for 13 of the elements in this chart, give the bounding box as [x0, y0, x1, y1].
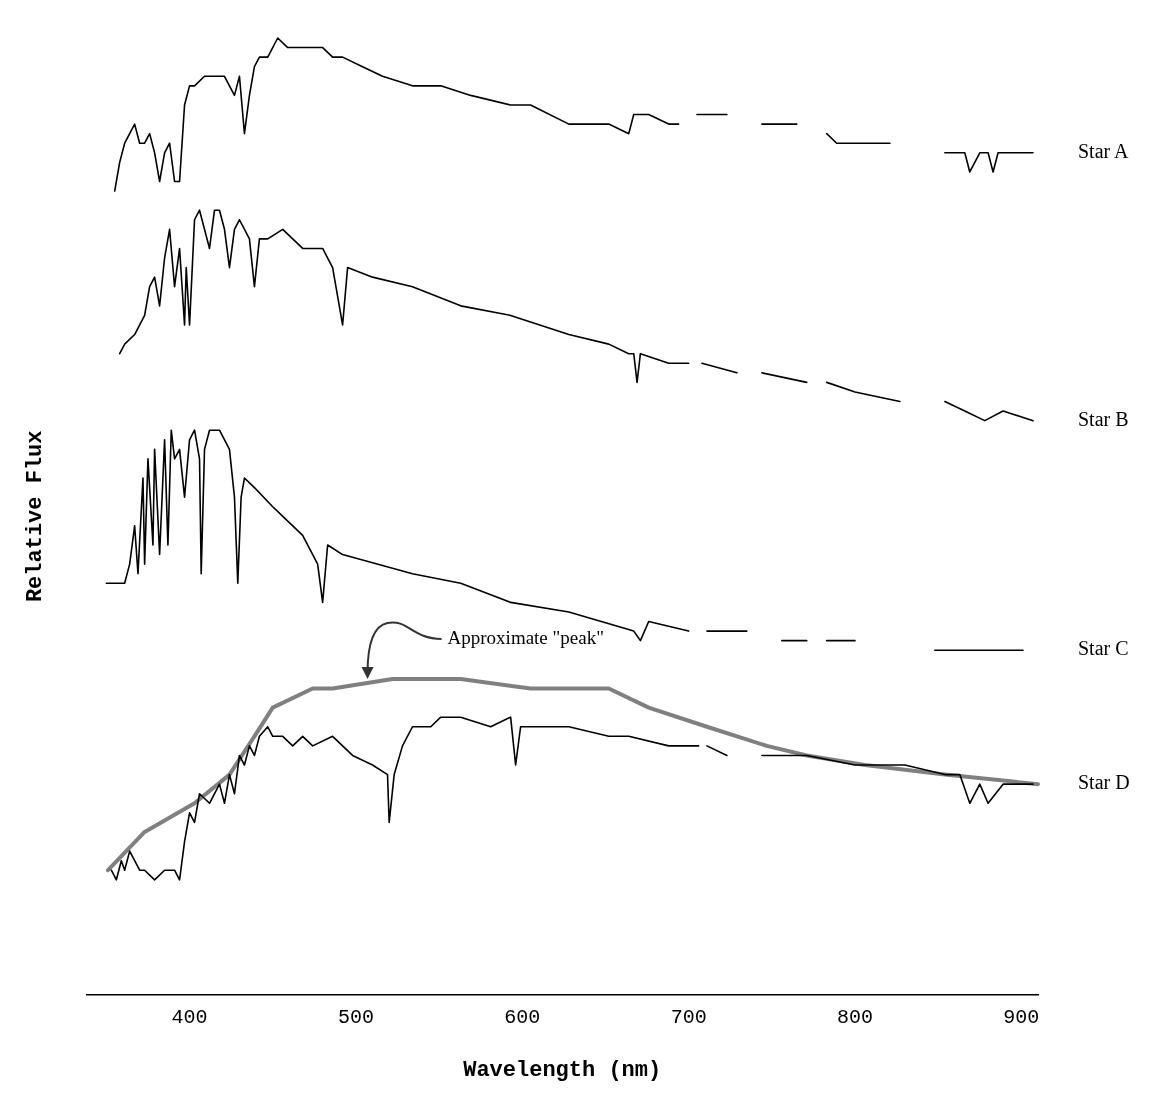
- y-axis-title: Relative Flux: [22, 430, 48, 603]
- text: Star C: [1078, 637, 1129, 660]
- annotation: Approximate "peak": [447, 626, 604, 648]
- x-tick-label: 400: [171, 1005, 208, 1029]
- x-tick-label: 500: [337, 1005, 374, 1029]
- x-tick-label: 700: [670, 1005, 707, 1029]
- x-tick-label: 900: [1003, 1005, 1040, 1029]
- text: Star B: [1078, 407, 1129, 430]
- text: Star A: [1078, 140, 1130, 163]
- x-tick-label: 800: [836, 1005, 874, 1029]
- text: Star D: [1078, 771, 1130, 794]
- x-axis-title: Wavelength (nm): [463, 1058, 662, 1084]
- x-tick-label: 600: [504, 1005, 541, 1029]
